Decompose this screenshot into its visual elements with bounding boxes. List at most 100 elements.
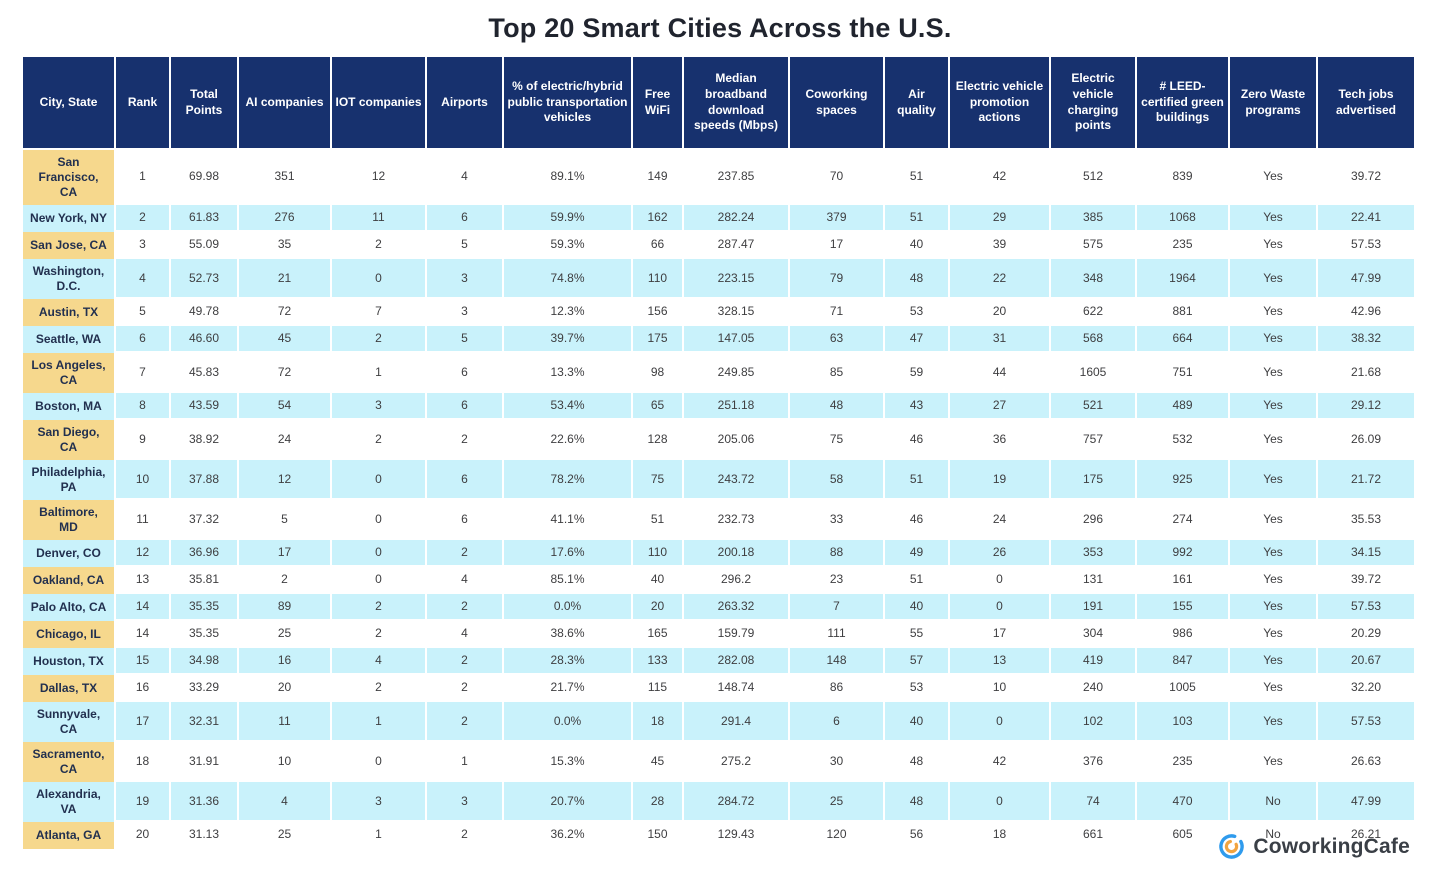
table-row: Denver, CO 12 36.96 17 0 2 17.6% 110 200.18 88 49 2… (23, 540, 1416, 567)
table-row: Houston, TX 15 34.98 16 4 2 28.3% 133 282.08 148 5… (23, 648, 1416, 675)
data-cell: 53 (885, 299, 950, 326)
city-cell: New York, NY (23, 205, 116, 232)
data-cell: 751 (1137, 353, 1230, 393)
data-cell: 110 (633, 540, 684, 567)
data-cell: 282.08 (684, 648, 790, 675)
data-cell: 296 (1051, 500, 1137, 540)
data-cell: No (1230, 822, 1318, 849)
data-cell: 2 (332, 675, 427, 702)
data-cell: 74.8% (504, 259, 633, 299)
data-cell: 19 (116, 782, 171, 822)
column-header: Air quality (885, 57, 950, 150)
data-cell: 85 (790, 353, 885, 393)
data-cell: 34.15 (1318, 540, 1416, 567)
data-cell: 51 (885, 205, 950, 232)
data-cell: 39 (950, 232, 1051, 259)
data-cell: 98 (633, 353, 684, 393)
data-cell: 42 (950, 150, 1051, 205)
data-cell: 44 (950, 353, 1051, 393)
data-cell: 30 (790, 742, 885, 782)
city-cell: Houston, TX (23, 648, 116, 675)
data-cell: 148.74 (684, 675, 790, 702)
data-cell: 74 (1051, 782, 1137, 822)
data-cell: 48 (885, 259, 950, 299)
data-cell: 110 (633, 259, 684, 299)
data-cell: 16 (239, 648, 332, 675)
data-cell: 17 (790, 232, 885, 259)
data-cell: Yes (1230, 150, 1318, 205)
data-cell: 16 (116, 675, 171, 702)
data-cell: 20 (116, 822, 171, 849)
data-cell: Yes (1230, 500, 1318, 540)
table-row: San Francisco, CA 1 69.98 351 12 4 89.1% 149 237… (23, 150, 1416, 205)
data-cell: 32.31 (171, 702, 239, 742)
data-cell: 7 (332, 299, 427, 326)
table-row: Los Angeles, CA 7 45.83 72 1 6 13.3% 98 249.85 85… (23, 353, 1416, 393)
data-cell: 0 (332, 259, 427, 299)
table-row: Alexandria, VA 19 31.36 4 3 3 20.7% 28 284.72 25 4… (23, 782, 1416, 822)
data-cell: 51 (885, 150, 950, 205)
data-cell: Yes (1230, 460, 1318, 500)
data-cell: 29.12 (1318, 393, 1416, 420)
data-cell: 45.83 (171, 353, 239, 393)
data-cell: 351 (239, 150, 332, 205)
city-cell: Sunnyvale, CA (23, 702, 116, 742)
data-cell: 1 (116, 150, 171, 205)
data-cell: 0 (332, 460, 427, 500)
data-cell: 2 (427, 822, 504, 849)
data-cell: 282.24 (684, 205, 790, 232)
data-cell: Yes (1230, 675, 1318, 702)
data-cell: Yes (1230, 540, 1318, 567)
data-cell: 232.73 (684, 500, 790, 540)
data-cell: 37.32 (171, 500, 239, 540)
data-cell: 35.35 (171, 621, 239, 648)
data-cell: 31.36 (171, 782, 239, 822)
data-cell: 296.2 (684, 567, 790, 594)
data-cell: 2 (332, 232, 427, 259)
data-cell: 2 (427, 540, 504, 567)
data-cell: 20 (633, 594, 684, 621)
data-cell: 39.72 (1318, 567, 1416, 594)
data-cell: 20 (950, 299, 1051, 326)
data-cell: 75 (790, 420, 885, 460)
data-cell: 20.67 (1318, 648, 1416, 675)
data-cell: 36.2% (504, 822, 633, 849)
city-cell: Palo Alto, CA (23, 594, 116, 621)
data-cell: 86 (790, 675, 885, 702)
data-cell: 71 (790, 299, 885, 326)
data-cell: Yes (1230, 742, 1318, 782)
data-cell: 59 (885, 353, 950, 393)
data-cell: 129.43 (684, 822, 790, 849)
data-cell: 3 (427, 299, 504, 326)
city-cell: Sacramento, CA (23, 742, 116, 782)
data-cell: 24 (950, 500, 1051, 540)
data-cell: 20 (239, 675, 332, 702)
data-cell: 0.0% (504, 702, 633, 742)
data-cell: 51 (885, 567, 950, 594)
data-cell: 2 (116, 205, 171, 232)
data-cell: 31 (950, 326, 1051, 353)
data-cell: 10 (239, 742, 332, 782)
column-header: Electric vehicle promotion actions (950, 57, 1051, 150)
data-cell: 26.09 (1318, 420, 1416, 460)
data-cell: 48 (885, 742, 950, 782)
data-cell: 200.18 (684, 540, 790, 567)
data-cell: 12 (239, 460, 332, 500)
data-cell: Yes (1230, 326, 1318, 353)
data-cell: 45 (239, 326, 332, 353)
data-cell: 348 (1051, 259, 1137, 299)
data-cell: 52.73 (171, 259, 239, 299)
city-cell: Denver, CO (23, 540, 116, 567)
data-cell: 40 (885, 594, 950, 621)
data-cell: 14 (116, 621, 171, 648)
data-cell: 205.06 (684, 420, 790, 460)
data-cell: 149 (633, 150, 684, 205)
data-cell: 20.29 (1318, 621, 1416, 648)
data-cell: 61.83 (171, 205, 239, 232)
table-row: Sacramento, CA 18 31.91 10 0 1 15.3% 45 275.2 30 4… (23, 742, 1416, 782)
city-cell: Washington, D.C. (23, 259, 116, 299)
data-cell: 33 (790, 500, 885, 540)
data-cell: 2 (239, 567, 332, 594)
city-cell: Los Angeles, CA (23, 353, 116, 393)
data-cell: 57.53 (1318, 232, 1416, 259)
